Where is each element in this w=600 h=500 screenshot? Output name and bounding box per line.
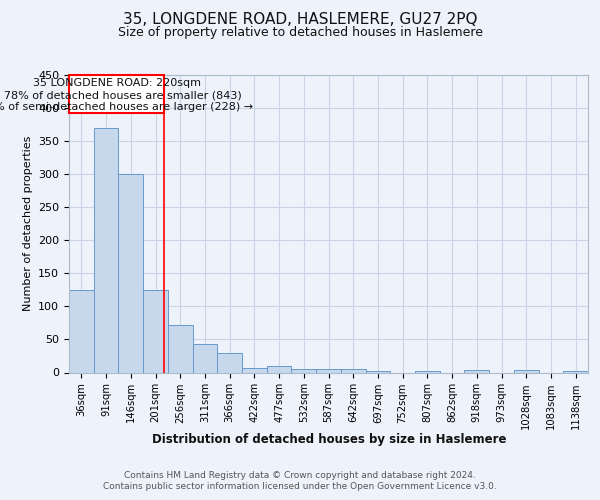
Bar: [316, 368, 341, 372]
Bar: [365, 370, 390, 372]
Text: 35, LONGDENE ROAD, HASLEMERE, GU27 2PQ: 35, LONGDENE ROAD, HASLEMERE, GU27 2PQ: [123, 12, 477, 28]
Bar: [292, 368, 316, 372]
Bar: [118, 174, 143, 372]
Text: Contains HM Land Registry data © Crown copyright and database right 2024.: Contains HM Land Registry data © Crown c…: [124, 471, 476, 480]
Text: 35 LONGDENE ROAD: 220sqm: 35 LONGDENE ROAD: 220sqm: [32, 78, 200, 88]
Bar: [242, 368, 267, 372]
Bar: [217, 352, 242, 372]
Bar: [69, 290, 94, 372]
Bar: [341, 368, 365, 372]
Text: Distribution of detached houses by size in Haslemere: Distribution of detached houses by size …: [152, 432, 506, 446]
Y-axis label: Number of detached properties: Number of detached properties: [23, 136, 32, 312]
Bar: [168, 325, 193, 372]
Bar: [94, 128, 118, 372]
Bar: [267, 366, 292, 372]
Bar: [464, 370, 489, 372]
Bar: [415, 370, 440, 372]
Text: Contains public sector information licensed under the Open Government Licence v3: Contains public sector information licen…: [103, 482, 497, 491]
Text: Size of property relative to detached houses in Haslemere: Size of property relative to detached ho…: [118, 26, 482, 39]
FancyBboxPatch shape: [69, 75, 164, 112]
Bar: [193, 344, 217, 372]
Text: 21% of semi-detached houses are larger (228) →: 21% of semi-detached houses are larger (…: [0, 102, 253, 112]
Bar: [143, 290, 168, 372]
Bar: [514, 370, 539, 372]
Bar: [563, 370, 588, 372]
Text: ← 78% of detached houses are smaller (843): ← 78% of detached houses are smaller (84…: [0, 90, 242, 100]
